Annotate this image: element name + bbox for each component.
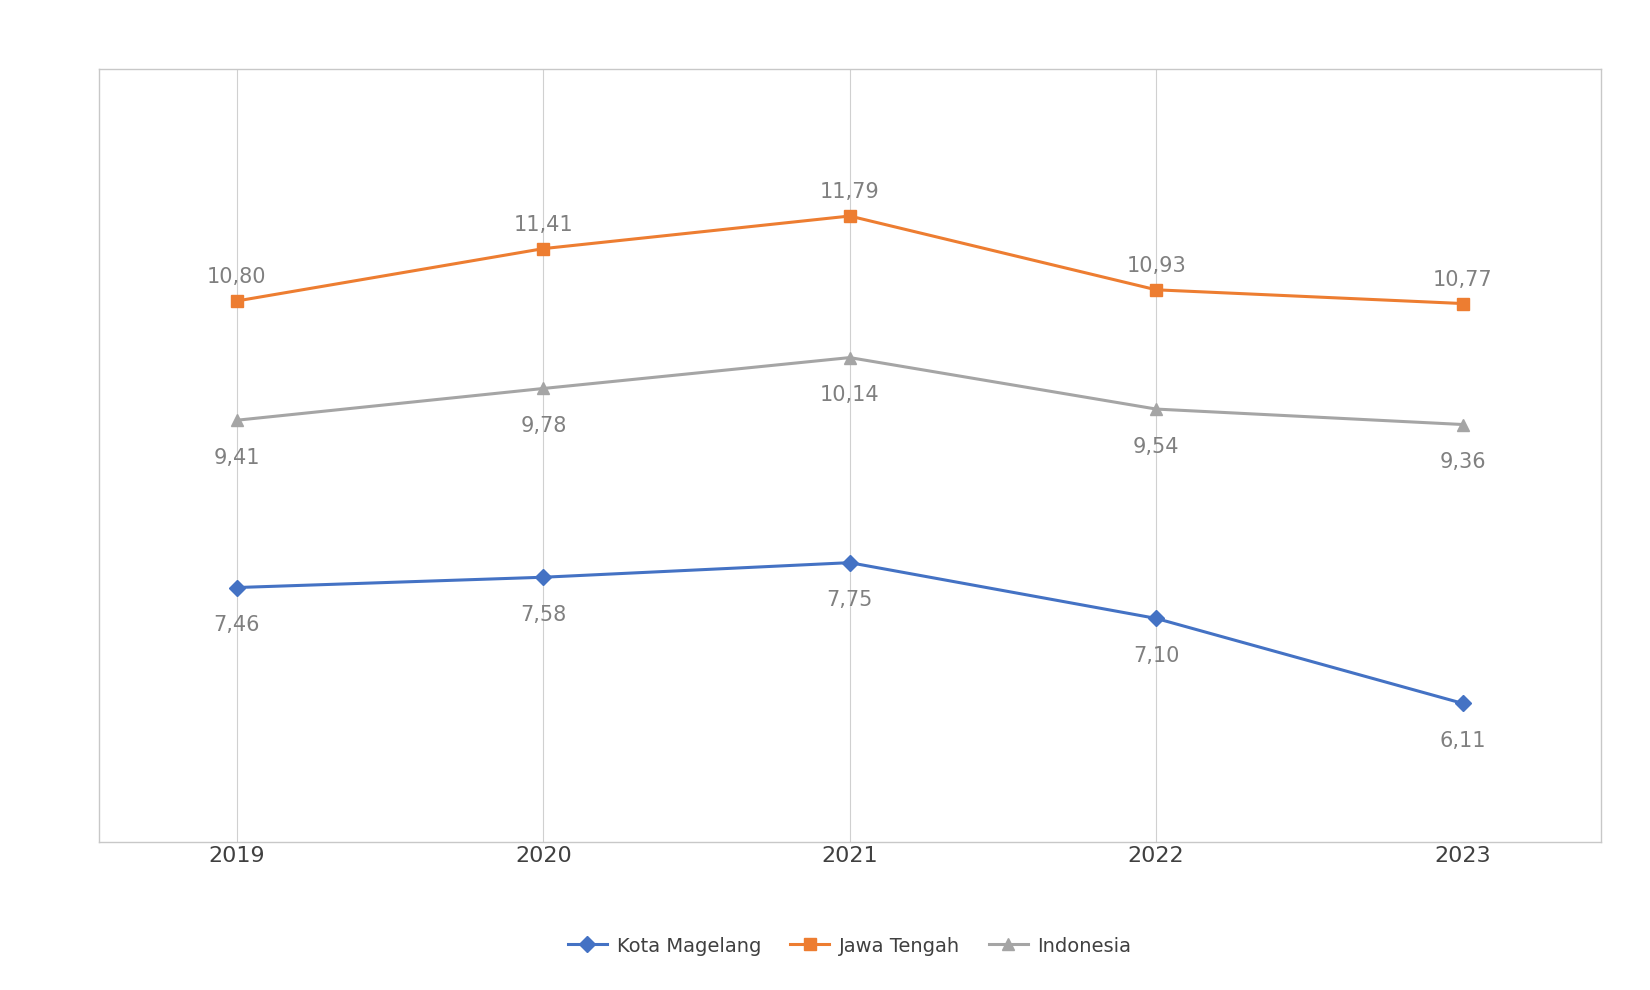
Text: 10,14: 10,14 <box>820 385 879 405</box>
Line: Jawa Tengah: Jawa Tengah <box>231 211 1468 309</box>
Text: 9,78: 9,78 <box>520 416 566 437</box>
Text: 11,41: 11,41 <box>513 215 573 235</box>
Jawa Tengah <box>533 243 553 254</box>
Kota Magelang <box>1452 697 1472 709</box>
Legend: Kota Magelang, Jawa Tengah, Indonesia: Kota Magelang, Jawa Tengah, Indonesia <box>559 929 1140 963</box>
Text: 10,80: 10,80 <box>208 267 267 287</box>
Jawa Tengah <box>228 295 248 307</box>
Text: 7,10: 7,10 <box>1134 646 1180 666</box>
Line: Indonesia: Indonesia <box>231 352 1468 430</box>
Text: 9,36: 9,36 <box>1439 452 1487 472</box>
Line: Kota Magelang: Kota Magelang <box>231 557 1468 709</box>
Jawa Tengah <box>840 210 860 222</box>
Indonesia <box>228 414 248 426</box>
Indonesia <box>1147 403 1167 415</box>
Kota Magelang <box>228 581 248 593</box>
Text: 9,54: 9,54 <box>1134 437 1180 456</box>
Text: 7,46: 7,46 <box>213 616 261 636</box>
Indonesia <box>533 382 553 394</box>
Jawa Tengah <box>1147 284 1167 296</box>
Text: 9,41: 9,41 <box>213 448 261 468</box>
Kota Magelang <box>533 571 553 583</box>
Kota Magelang <box>840 556 860 568</box>
Text: 7,75: 7,75 <box>827 590 873 611</box>
Text: 7,58: 7,58 <box>520 605 566 625</box>
Text: 10,93: 10,93 <box>1127 256 1186 276</box>
Jawa Tengah <box>1452 298 1472 310</box>
Text: 11,79: 11,79 <box>820 182 879 202</box>
Text: 6,11: 6,11 <box>1439 732 1487 751</box>
Indonesia <box>840 351 860 363</box>
Kota Magelang <box>1147 613 1167 625</box>
Indonesia <box>1452 419 1472 431</box>
Text: 10,77: 10,77 <box>1432 269 1492 290</box>
